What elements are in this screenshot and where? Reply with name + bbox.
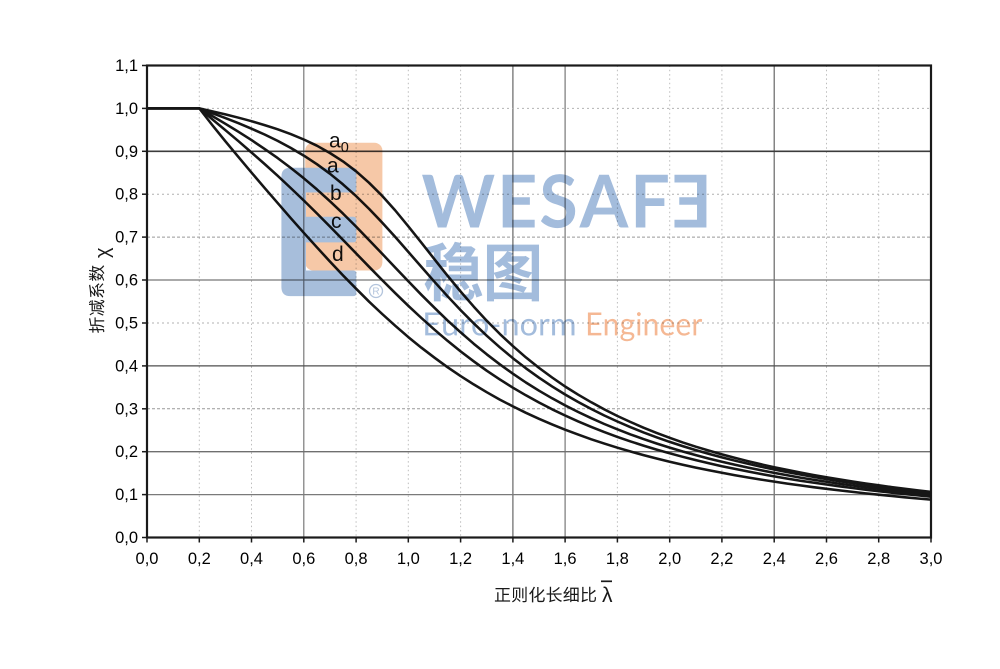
svg-text:0,7: 0,7 — [115, 229, 138, 247]
svg-text:2,0: 2,0 — [658, 550, 681, 568]
svg-text:1,1: 1,1 — [115, 57, 138, 75]
svg-text:2,8: 2,8 — [867, 550, 890, 568]
svg-text:R: R — [372, 287, 379, 298]
svg-text:1,0: 1,0 — [115, 100, 138, 118]
svg-text:0,8: 0,8 — [115, 186, 138, 204]
svg-text:0,5: 0,5 — [115, 315, 138, 333]
svg-text:0,8: 0,8 — [345, 550, 368, 568]
svg-text:1,4: 1,4 — [501, 550, 524, 568]
svg-text:2,6: 2,6 — [815, 550, 838, 568]
svg-text:0,3: 0,3 — [115, 400, 138, 418]
svg-text:λ: λ — [602, 584, 613, 607]
svg-text:1,6: 1,6 — [554, 550, 577, 568]
svg-text:0,2: 0,2 — [115, 443, 138, 461]
svg-text:2,2: 2,2 — [710, 550, 733, 568]
svg-text:3,0: 3,0 — [920, 550, 943, 568]
svg-text:χ: χ — [92, 247, 114, 258]
svg-text:0,2: 0,2 — [188, 550, 211, 568]
svg-text:1,8: 1,8 — [606, 550, 629, 568]
svg-text:0,6: 0,6 — [292, 550, 315, 568]
svg-text:0,4: 0,4 — [115, 357, 138, 375]
svg-text:1,0: 1,0 — [397, 550, 420, 568]
svg-text:0,9: 0,9 — [115, 143, 138, 161]
svg-text:1,2: 1,2 — [449, 550, 472, 568]
svg-text:0,6: 0,6 — [115, 272, 138, 290]
svg-text:0,4: 0,4 — [240, 550, 263, 568]
svg-text:0,0: 0,0 — [115, 529, 138, 547]
svg-text:0,0: 0,0 — [136, 550, 159, 568]
svg-text:2,4: 2,4 — [763, 550, 786, 568]
svg-text:0,1: 0,1 — [115, 486, 138, 504]
